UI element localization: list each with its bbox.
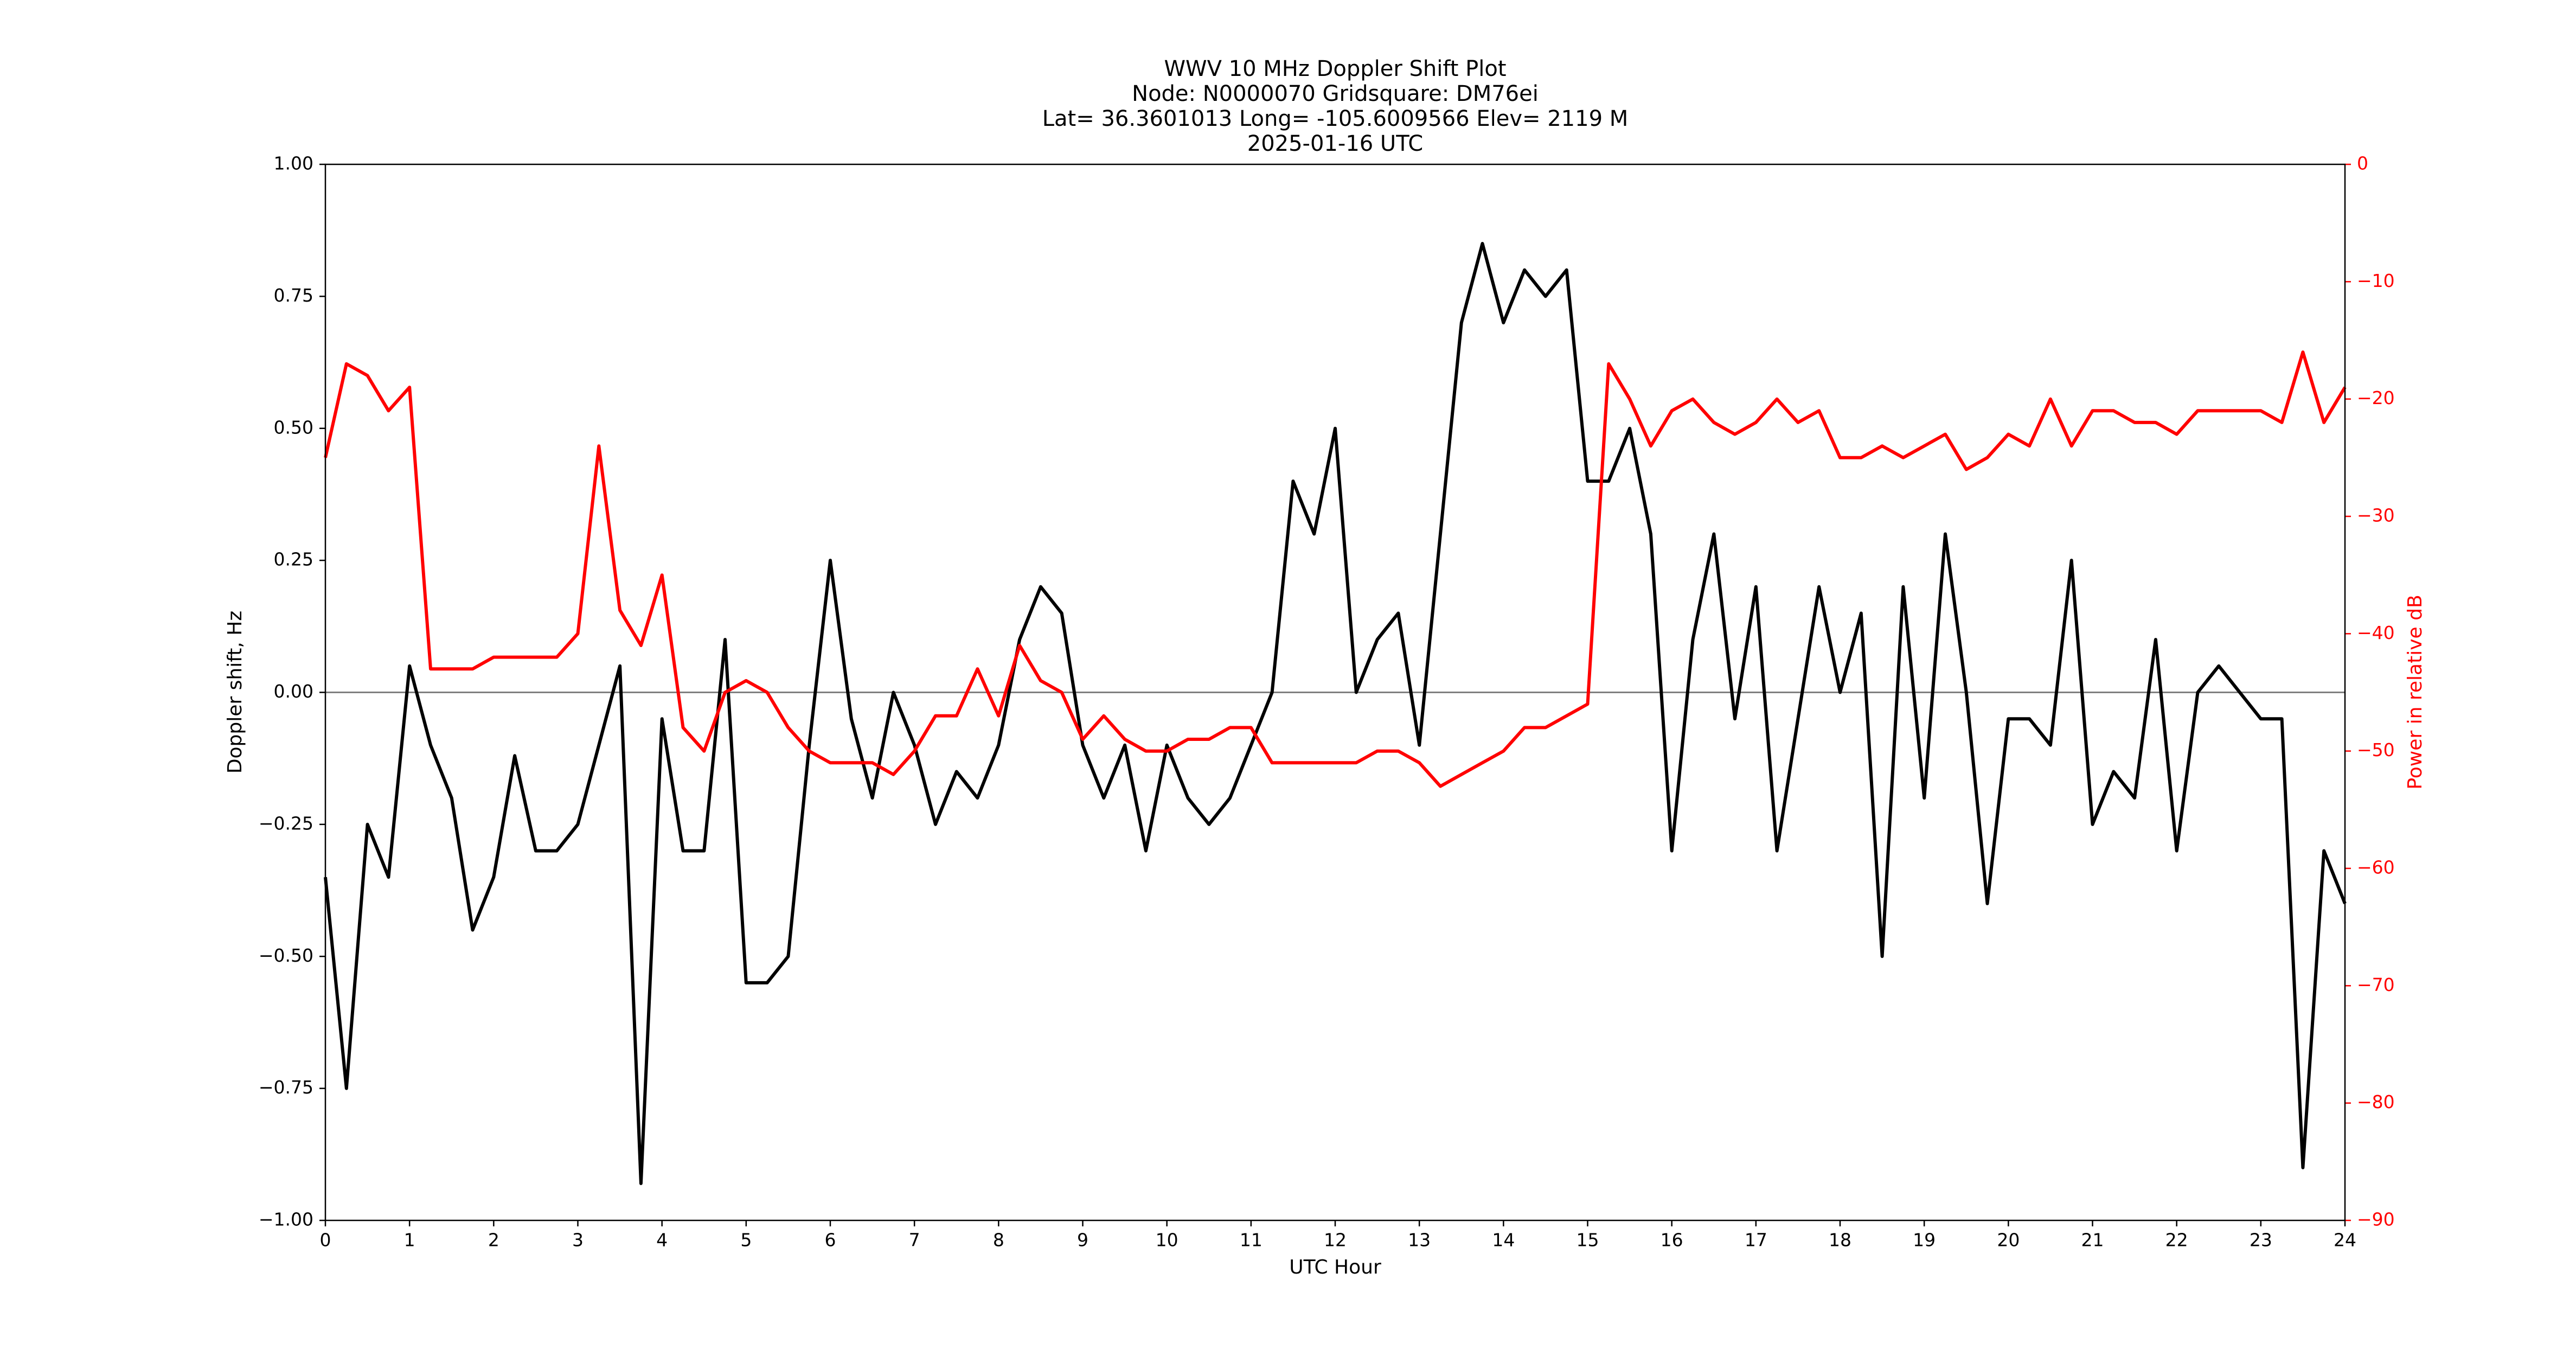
y2-axis-label: Power in relative dB (2404, 594, 2426, 789)
chart-subtitle: Lat= 36.3601013 Long= -105.6009566 Elev=… (1042, 106, 1629, 131)
y2-tick-label: −80 (2357, 1091, 2395, 1112)
x-tick-label: 16 (1661, 1230, 1683, 1251)
y2-tick-label: −50 (2357, 739, 2395, 760)
x-axis-label: UTC Hour (1289, 1256, 1381, 1278)
plot-frame (324, 163, 2346, 1221)
y-tick-label: −0.50 (259, 945, 313, 966)
x-tick-label: 20 (1997, 1230, 2020, 1251)
y-tick-label: −1.00 (259, 1209, 313, 1230)
x-tick-label: 22 (2165, 1230, 2188, 1251)
data-line (324, 242, 2347, 1185)
x-tick-label: 24 (2334, 1230, 2356, 1251)
y2-tick-label: −40 (2357, 622, 2395, 643)
x-tick-label: 12 (1324, 1230, 1347, 1251)
y-axis-label: Doppler shift, Hz (224, 611, 246, 773)
data-line (324, 350, 2347, 788)
x-tick-label: 2 (488, 1230, 499, 1251)
y-tick-label: −0.75 (259, 1077, 313, 1098)
x-tick-label: 8 (993, 1230, 1004, 1251)
y2-tick-label: −20 (2357, 387, 2395, 408)
y2-tick-label: 0 (2357, 153, 2368, 174)
x-tick-label: 11 (1240, 1230, 1263, 1251)
y-tick-label: 0.75 (274, 285, 313, 306)
x-tick-label: 21 (2081, 1230, 2104, 1251)
x-tick-label: 23 (2250, 1230, 2272, 1251)
x-tick-label: 15 (1577, 1230, 1599, 1251)
x-tick-label: 1 (404, 1230, 415, 1251)
y-tick-label: 0.25 (274, 549, 313, 570)
x-tick-label: 14 (1492, 1230, 1515, 1251)
x-tick-label: 13 (1408, 1230, 1431, 1251)
chart-subtitle: 2025-01-16 UTC (1247, 131, 1423, 156)
y2-tick-label: −60 (2357, 857, 2395, 878)
x-tick-label: 10 (1156, 1230, 1178, 1251)
y-tick-label: 1.00 (274, 153, 313, 174)
y-tick-label: −0.25 (259, 813, 313, 834)
y2-tick-label: −10 (2357, 270, 2395, 291)
x-tick-label: 18 (1829, 1230, 1851, 1251)
y-tick-label: 0.50 (274, 417, 313, 438)
y2-tick-label: −90 (2357, 1209, 2395, 1230)
y2-tick-label: −30 (2357, 505, 2395, 526)
chart-subtitle: Node: N0000070 Gridsquare: DM76ei (1132, 81, 1539, 106)
x-tick-label: 5 (740, 1230, 752, 1251)
x-tick-label: 3 (572, 1230, 584, 1251)
chart-title: WWV 10 MHz Doppler Shift Plot (1164, 56, 1506, 81)
x-tick-label: 9 (1077, 1230, 1088, 1251)
x-tick-label: 6 (825, 1230, 836, 1251)
y2-tick-label: −70 (2357, 974, 2395, 995)
x-tick-label: 19 (1913, 1230, 1936, 1251)
x-tick-label: 17 (1745, 1230, 1767, 1251)
x-tick-label: 7 (909, 1230, 920, 1251)
y-tick-label: 0.00 (274, 681, 313, 702)
x-tick-label: 4 (656, 1230, 668, 1251)
x-tick-label: 0 (320, 1230, 331, 1251)
